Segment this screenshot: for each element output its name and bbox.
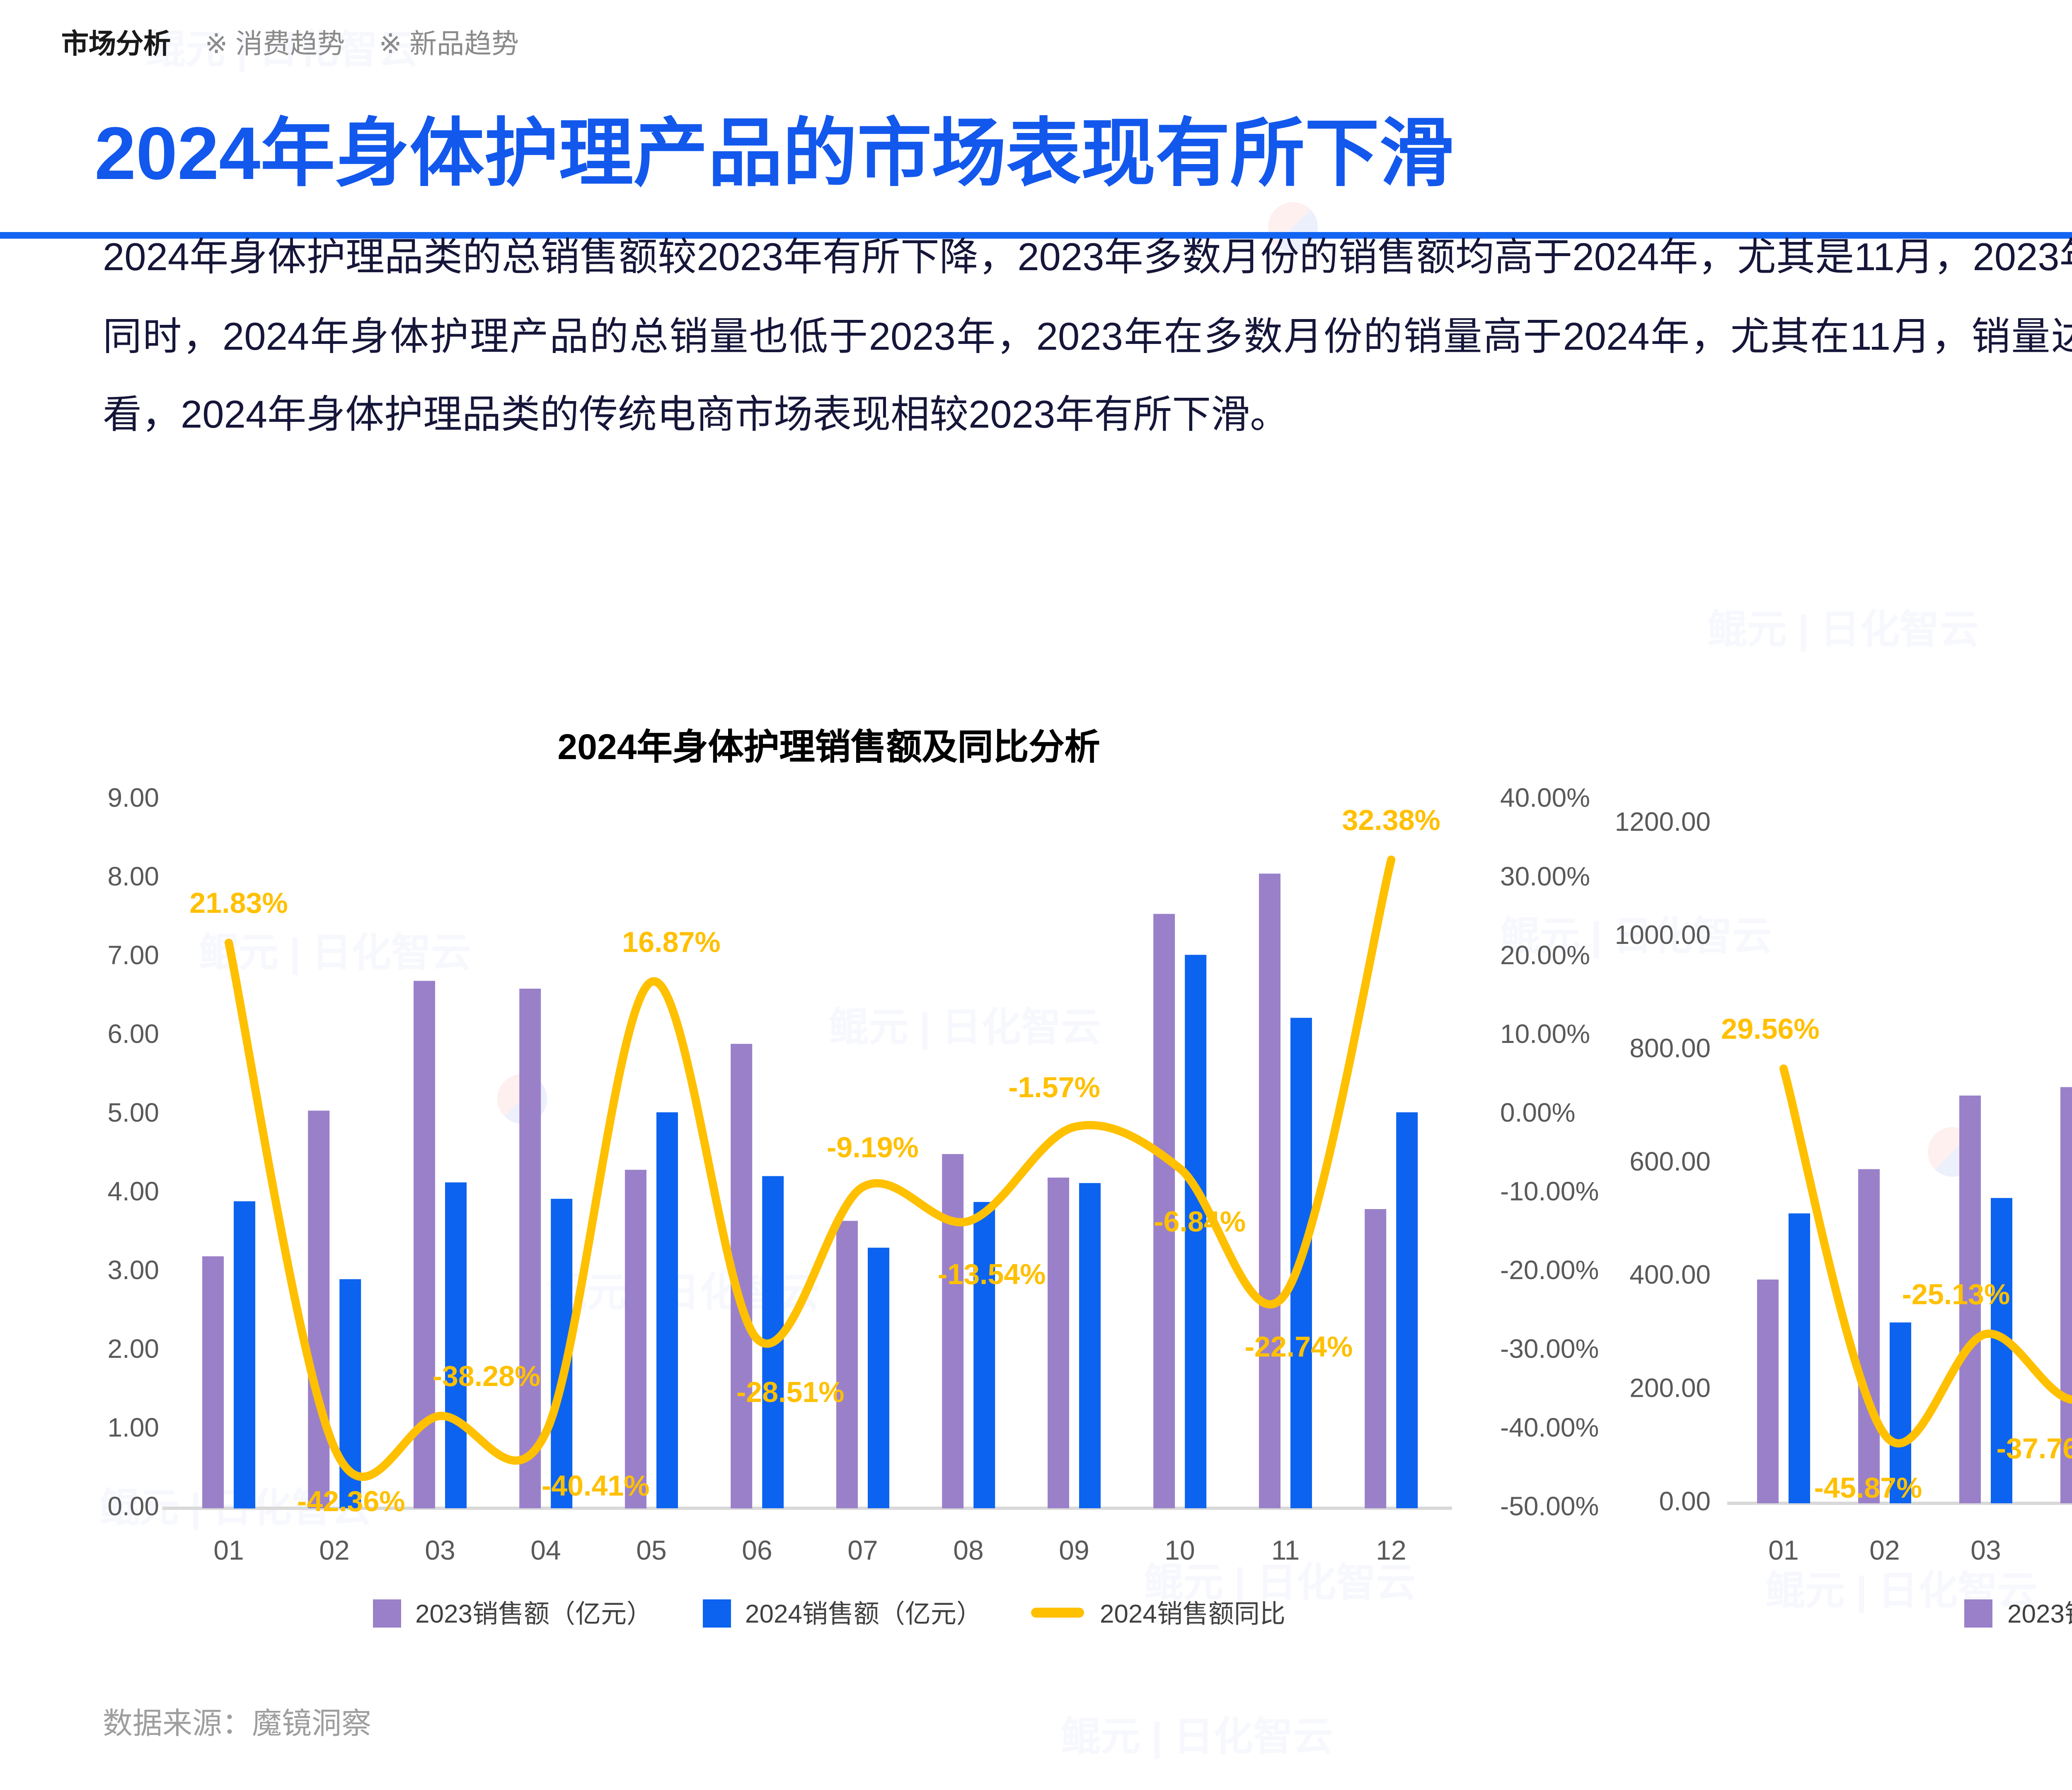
legend-item: 2023销量（万件） — [1964, 1594, 2072, 1631]
breadcrumb-item-consumer-trend: ※ 消费趋势 — [205, 30, 345, 60]
bars-2024 — [1789, 1198, 2012, 1503]
axis-tick-labels: 1200.00 1000.00 800.00 600.00 400.00 200.00 0.… — [1615, 807, 2072, 1565]
svg-text:16.87%: 16.87% — [622, 926, 720, 958]
yoy-data-labels: 29.56%-45.87%-25.13%-37.76%6.74%-32.09%-… — [1721, 1013, 2072, 1504]
svg-text:-20.00%: -20.00% — [1500, 1255, 1599, 1285]
sales-amount-chart: 9.00 8.00 7.00 6.00 5.00 4.00 3.00 2.00 1.00 0.00… — [107, 783, 1599, 1565]
axis-tick-labels: 9.00 8.00 7.00 6.00 5.00 4.00 3.00 2.00 1.00 0.00… — [107, 783, 1599, 1565]
summary-paragraph: 2024年身体护理品类的总销售额较2023年有所下降，2023年多数月份的销售额… — [103, 235, 2072, 436]
watermark: 鲲元 | 日化智云 — [1061, 1715, 1333, 1760]
svg-text:-28.51%: -28.51% — [736, 1376, 845, 1408]
svg-text:02: 02 — [1869, 1535, 1900, 1565]
svg-text:8.00: 8.00 — [107, 861, 159, 891]
svg-text:10.00%: 10.00% — [1500, 1019, 1590, 1049]
svg-text:-40.41%: -40.41% — [542, 1470, 650, 1502]
svg-text:1.00: 1.00 — [107, 1413, 159, 1442]
legend-sales-amount: 2023销售额（亿元） 2024销售额（亿元） 2024销售额同比 — [166, 1594, 1492, 1631]
svg-text:5.00: 5.00 — [107, 1098, 159, 1127]
data-source-note: 数据来源：魔镜洞察 — [103, 1707, 371, 1740]
svg-text:12: 12 — [1376, 1535, 1406, 1565]
legend-swatch-2024-icon — [702, 1599, 730, 1627]
yoy-data-labels: 21.83% -42.36% -38.28% -40.41% 16.87% -28.51%… — [189, 804, 1440, 1517]
svg-text:-13.54%: -13.54% — [938, 1258, 1046, 1290]
svg-text:-6.84%: -6.84% — [1154, 1205, 1246, 1238]
title-divider — [0, 232, 2072, 239]
svg-text:400.00: 400.00 — [1629, 1260, 1711, 1289]
svg-text:30.00%: 30.00% — [1500, 861, 1590, 891]
svg-text:29.56%: 29.56% — [1721, 1013, 1819, 1045]
svg-text:0.00%: 0.00% — [1500, 1098, 1575, 1127]
svg-text:40.00%: 40.00% — [1500, 783, 1590, 813]
svg-text:-37.76%: -37.76% — [1997, 1432, 2072, 1465]
breadcrumb-item-market-analysis: 市场分析 — [61, 30, 171, 60]
legend-sales-volume: 2023销量（万件） 2024销量（万件） 销量同比 — [1691, 1594, 2072, 1631]
svg-text:-1.57%: -1.57% — [1008, 1071, 1100, 1103]
legend-item: 2024销售额同比 — [1031, 1594, 1285, 1631]
breadcrumb: 市场分析 ※ 消费趋势 ※ 新品趋势 — [61, 22, 519, 61]
svg-text:03: 03 — [425, 1535, 455, 1565]
svg-text:-45.87%: -45.87% — [1814, 1471, 1922, 1504]
svg-text:04: 04 — [530, 1535, 561, 1565]
legend-item: 2024销售额（亿元） — [702, 1594, 982, 1631]
svg-text:-40.00%: -40.00% — [1500, 1413, 1599, 1442]
watermark: 鲲元 | 日化智云 — [1707, 608, 1980, 653]
svg-text:0.00: 0.00 — [1659, 1486, 1711, 1516]
svg-text:-38.28%: -38.28% — [433, 1360, 541, 1392]
chart-title-sales-amount: 2024年身体护理销售额及同比分析 — [557, 728, 1100, 767]
legend-label: 2023销量（万件） — [2007, 1601, 2072, 1629]
legend-line-icon — [1031, 1608, 1085, 1618]
svg-text:20.00%: 20.00% — [1500, 940, 1590, 970]
svg-text:2.00: 2.00 — [107, 1334, 159, 1364]
legend-label: 2024销售额（亿元） — [745, 1601, 982, 1629]
svg-text:03: 03 — [1970, 1535, 2001, 1565]
svg-text:1000.00: 1000.00 — [1615, 920, 1711, 950]
svg-text:6.00: 6.00 — [107, 1019, 159, 1049]
svg-text:800.00: 800.00 — [1629, 1033, 1711, 1063]
bars-2023 — [202, 873, 1387, 1509]
page-title: 2024年身体护理产品的市场表现有所下滑 — [94, 111, 1454, 196]
sales-volume-chart: 1200.00 1000.00 800.00 600.00 400.00 200.00 0.… — [1615, 807, 2072, 1565]
svg-text:07: 07 — [847, 1535, 878, 1565]
bars-2023 — [1757, 1087, 2072, 1503]
svg-text:-22.74%: -22.74% — [1245, 1330, 1353, 1363]
svg-text:01: 01 — [1768, 1535, 1798, 1565]
svg-text:600.00: 600.00 — [1629, 1147, 1711, 1176]
yoy-line — [225, 855, 1396, 1481]
svg-text:11: 11 — [1271, 1535, 1300, 1565]
legend-label: 2023销售额（亿元） — [415, 1601, 652, 1629]
svg-text:02: 02 — [319, 1535, 349, 1565]
svg-text:05: 05 — [636, 1535, 666, 1565]
svg-text:-42.36%: -42.36% — [297, 1485, 405, 1517]
svg-text:9.00: 9.00 — [107, 783, 159, 813]
svg-text:09: 09 — [1059, 1535, 1089, 1565]
svg-text:200.00: 200.00 — [1629, 1373, 1711, 1403]
svg-text:7.00: 7.00 — [107, 940, 159, 970]
legend-item: 2023销售额（亿元） — [372, 1594, 652, 1631]
yoy-line — [1779, 1064, 2072, 1448]
legend-swatch-2023-icon — [372, 1599, 401, 1627]
svg-text:0.00: 0.00 — [107, 1491, 159, 1521]
breadcrumb-item-new-product-trend: ※ 新品趋势 — [379, 30, 519, 60]
svg-text:06: 06 — [742, 1535, 772, 1565]
svg-text:-30.00%: -30.00% — [1500, 1334, 1599, 1364]
legend-swatch-2023-icon — [1964, 1599, 1992, 1627]
svg-text:10: 10 — [1164, 1535, 1195, 1565]
svg-text:-25.13%: -25.13% — [1902, 1278, 2010, 1311]
svg-text:-50.00%: -50.00% — [1500, 1491, 1599, 1521]
svg-text:-10.00%: -10.00% — [1500, 1176, 1599, 1206]
legend-label: 2024销售额同比 — [1099, 1601, 1285, 1629]
svg-text:01: 01 — [213, 1535, 244, 1565]
svg-text:4.00: 4.00 — [107, 1176, 159, 1206]
svg-text:21.83%: 21.83% — [189, 887, 288, 919]
svg-text:08: 08 — [953, 1535, 983, 1565]
svg-text:1200.00: 1200.00 — [1615, 807, 1711, 837]
svg-text:-9.19%: -9.19% — [827, 1131, 919, 1164]
svg-text:32.38%: 32.38% — [1342, 804, 1440, 836]
svg-text:3.00: 3.00 — [107, 1255, 159, 1285]
